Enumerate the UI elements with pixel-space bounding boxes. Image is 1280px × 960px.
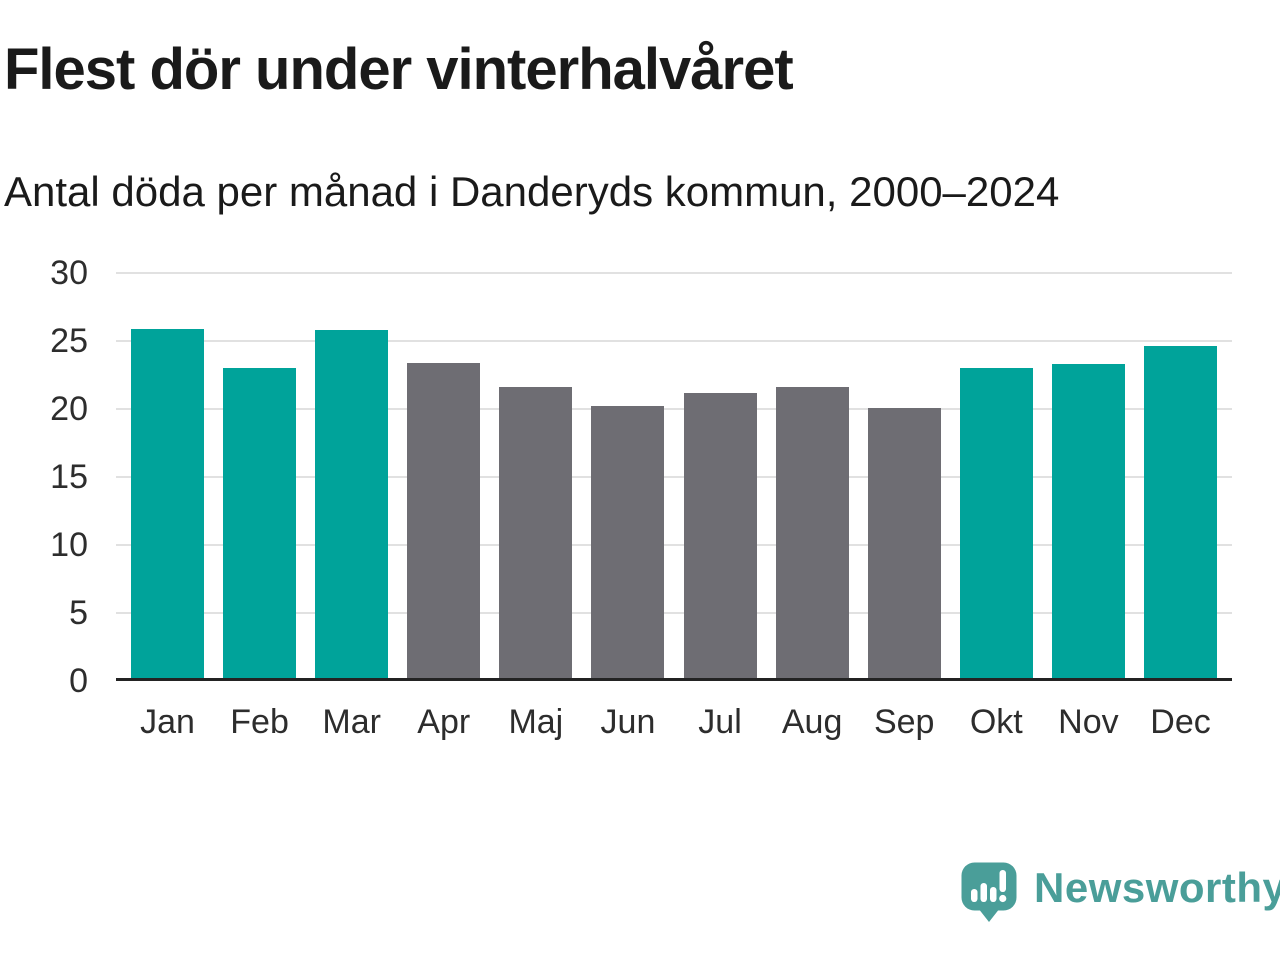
bar-mar — [315, 330, 389, 681]
x-tick-apr: Apr — [417, 703, 471, 741]
x-tick-nov: Nov — [1058, 703, 1119, 741]
y-tick-0: 0 — [69, 662, 88, 700]
y-tick-5: 5 — [69, 594, 88, 632]
x-tick-mar: Mar — [322, 703, 381, 741]
bar-feb — [223, 368, 297, 681]
gridline-30 — [116, 272, 1232, 274]
y-tick-30: 30 — [50, 254, 88, 292]
chart-subtitle: Antal döda per månad i Danderyds kommun,… — [4, 168, 1060, 215]
bar-okt — [959, 368, 1033, 681]
x-axis-labels: Jan Feb Mar Apr Maj Jun Jul Aug Sep Okt Nov Dec — [116, 700, 1232, 750]
x-axis-line — [116, 678, 1232, 681]
x-tick-jul: Jul — [698, 703, 742, 741]
y-tick-15: 15 — [50, 458, 88, 496]
bar-aug — [775, 387, 849, 681]
bar-jan — [131, 328, 204, 681]
gridline-20 — [116, 408, 1232, 410]
x-tick-dec: Dec — [1150, 703, 1211, 741]
x-tick-jan: Jan — [140, 703, 195, 741]
x-tick-feb: Feb — [230, 703, 289, 741]
x-tick-aug: Aug — [781, 703, 843, 741]
chart-title: Flest dör under vinterhalvåret — [4, 37, 794, 102]
x-tick-maj: Maj — [508, 703, 564, 741]
bar-nov — [1051, 364, 1125, 681]
bar-sep — [867, 407, 941, 681]
x-tick-sep: Sep — [873, 703, 935, 741]
gridline-5 — [116, 612, 1232, 614]
gridline-25 — [116, 340, 1232, 342]
bar-dec — [1144, 346, 1217, 681]
y-tick-10: 10 — [50, 526, 88, 564]
newsworthy-logo-icon — [961, 862, 1017, 922]
gridline-10 — [116, 544, 1232, 546]
bar-jun — [591, 406, 665, 681]
x-tick-jun: Jun — [600, 703, 656, 741]
bar-apr — [407, 362, 481, 681]
plot-area — [116, 272, 1232, 681]
y-axis-labels: 0 5 10 15 20 25 30 — [0, 254, 88, 700]
y-tick-25: 25 — [50, 322, 88, 360]
gridline-15 — [116, 476, 1232, 478]
x-tick-okt: Okt — [969, 703, 1023, 741]
brand-footer: Newsworthy — [961, 862, 1280, 923]
bar-maj — [499, 387, 573, 681]
y-tick-20: 20 — [50, 390, 88, 428]
brand-name: Newsworthy — [1034, 864, 1280, 911]
bar-jul — [683, 392, 757, 681]
